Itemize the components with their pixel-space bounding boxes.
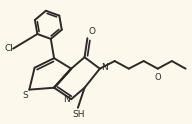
- Text: N: N: [101, 63, 108, 72]
- Text: SH: SH: [73, 110, 85, 119]
- Text: S: S: [22, 91, 28, 100]
- Text: O: O: [88, 27, 95, 36]
- Text: Cl: Cl: [4, 44, 13, 53]
- Text: N: N: [64, 95, 70, 104]
- Text: O: O: [154, 73, 161, 82]
